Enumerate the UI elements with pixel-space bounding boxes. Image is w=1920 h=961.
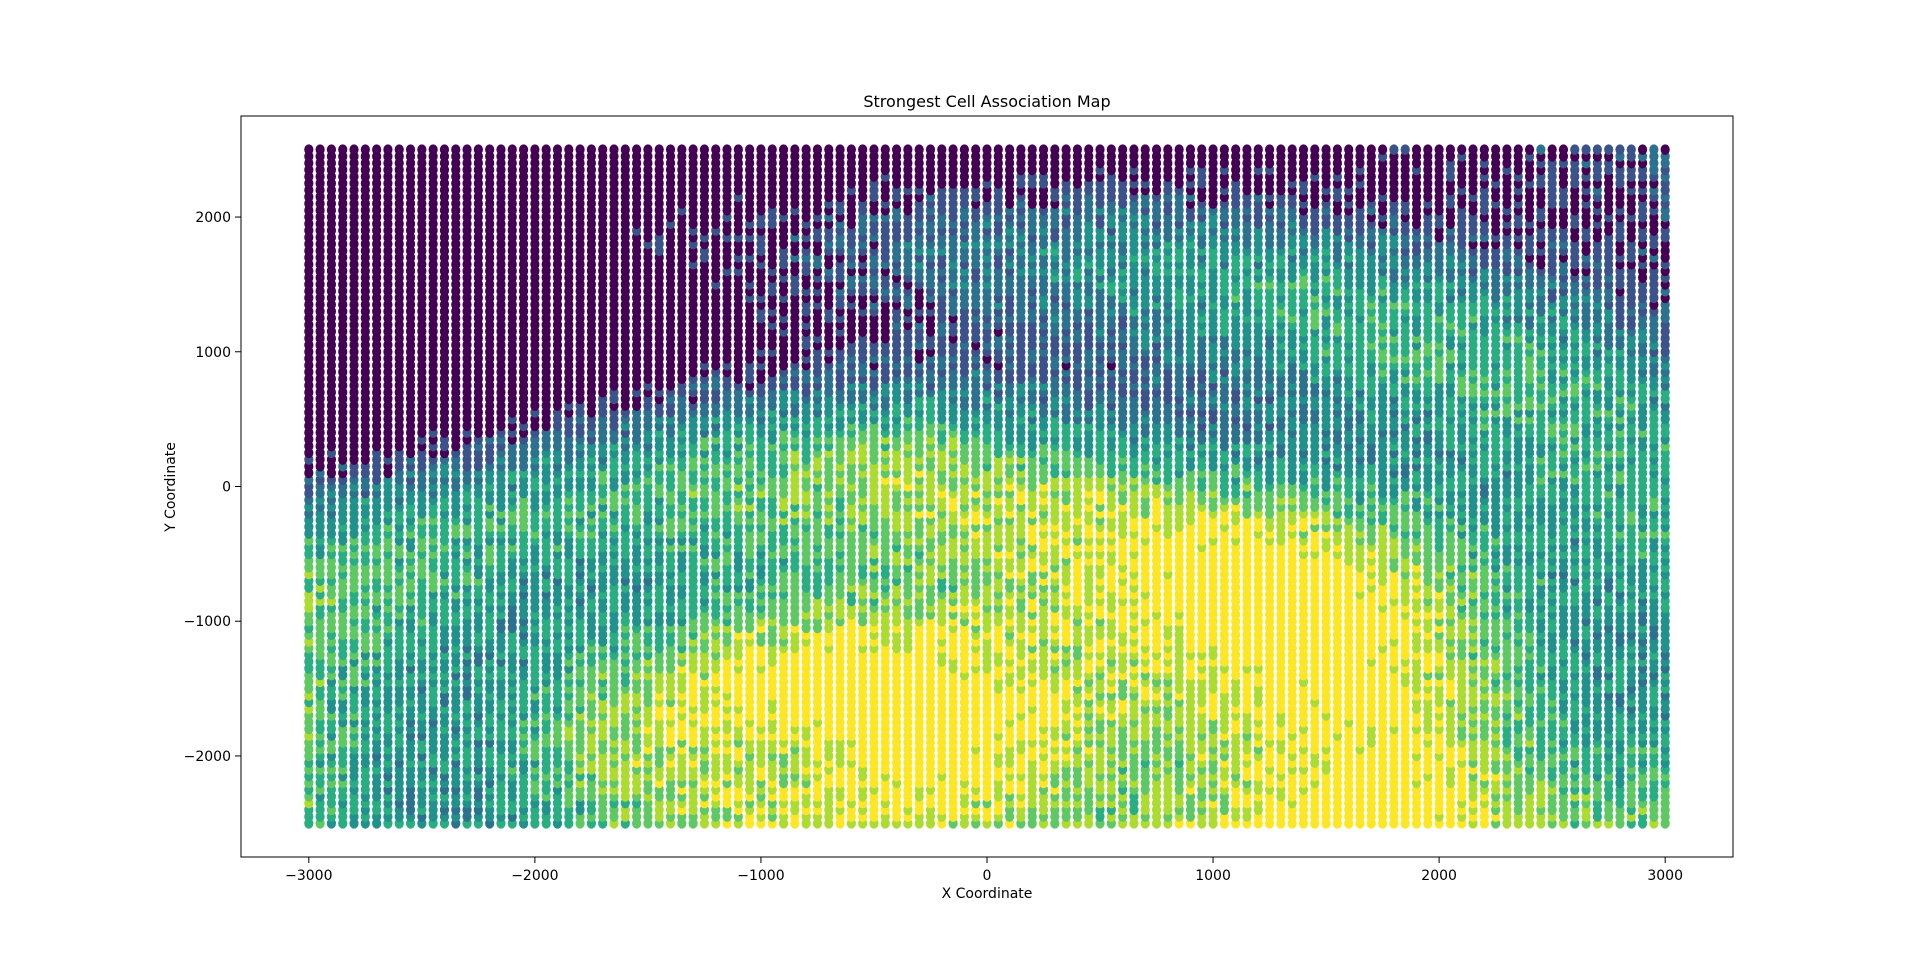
scatter-point [643,144,653,155]
scatter-point [733,144,743,155]
scatter-point [552,144,563,155]
scatter-point [326,144,337,155]
scatter-point [665,144,676,155]
scatter-point [575,144,585,155]
scatter-point [824,144,834,155]
scatter-point [518,144,529,155]
scatter-point [485,144,495,155]
scatter-point [428,144,438,155]
scatter-point [394,144,404,155]
scatter-point [541,144,551,155]
scatter-point [349,144,359,155]
scatter-point [722,144,732,155]
scatter-point [711,144,721,155]
scatter-point [383,144,393,155]
scatter-point [801,144,811,155]
scatter-point [507,144,517,155]
scatter-point [846,144,856,155]
scatter-point [586,144,596,155]
scatter-point [360,144,370,155]
scatter-point [405,144,416,155]
scatter-point [417,144,427,155]
scatter-point [473,144,483,155]
scatter-point [315,144,325,155]
scatter-point [778,144,789,155]
scatter-point [688,144,698,155]
chart-title: Strongest Cell Association Map [863,92,1110,111]
scatter-point [304,144,314,155]
scatter-point [598,144,608,155]
scatter-point [632,144,642,155]
scatter-point [654,144,664,155]
scatter-point [439,144,450,155]
scatter-point [372,144,382,155]
points-layer [304,144,1670,829]
scatter-point [812,144,823,155]
scatter-point [496,144,506,155]
scatter-point [620,144,630,155]
scatter-point [677,144,687,155]
scatter-point [745,144,755,155]
scatter-point [756,144,766,155]
scatter-point [462,144,472,155]
scatter-point [609,144,619,155]
scatter-point [835,144,845,155]
scatter-point [699,144,710,155]
scatter-point [451,144,461,155]
scatter-point [767,144,777,155]
scatter-point [530,144,540,155]
scatter-point [338,144,348,155]
scatter-point [790,144,800,155]
scatter-point [564,144,574,155]
